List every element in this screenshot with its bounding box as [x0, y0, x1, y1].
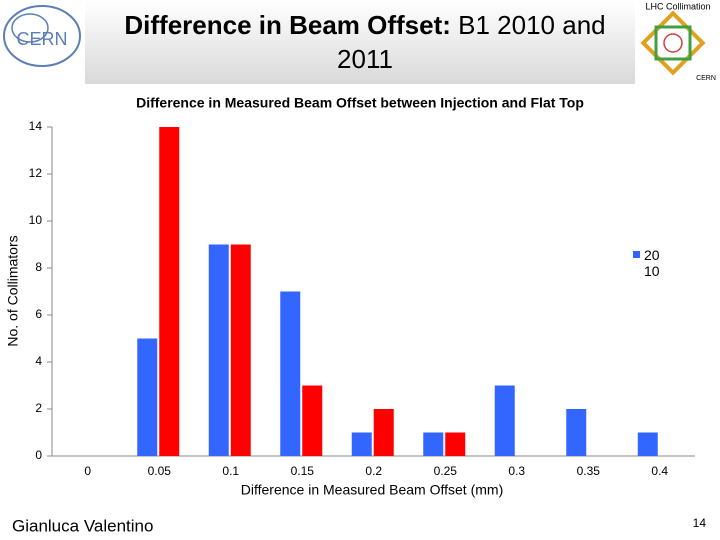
- bar: [494, 385, 515, 456]
- y-tick-label: 6: [35, 307, 42, 321]
- y-axis-label: No. of Collimators: [5, 235, 21, 346]
- title-bold: Difference in Beam Offset:: [124, 10, 451, 40]
- logo-right-text: LHC Collimation: [645, 1, 710, 11]
- x-tick-label: 0.4: [651, 464, 668, 478]
- x-tick-label: 0.35: [577, 464, 601, 478]
- legend-swatch: [633, 251, 640, 258]
- x-tick-label: 0.15: [291, 464, 315, 478]
- chart-title: Difference in Measured Beam Offset betwe…: [136, 95, 584, 111]
- bar: [637, 432, 658, 456]
- bar: [351, 432, 372, 456]
- header-band: [85, 0, 635, 84]
- x-tick-label: 0.1: [222, 464, 239, 478]
- x-tick-label: 0.25: [434, 464, 458, 478]
- y-tick-label: 14: [29, 119, 43, 133]
- x-axis-label: Difference in Measured Beam Offset (mm): [241, 482, 503, 498]
- y-tick-label: 12: [29, 166, 43, 180]
- y-tick-label: 2: [35, 401, 42, 415]
- lhc-logo: LHC Collimation CERN: [638, 0, 720, 84]
- y-tick-label: 8: [35, 260, 42, 274]
- bar: [137, 338, 158, 456]
- legend-label: 2010: [644, 247, 660, 279]
- x-tick-label: 0.05: [148, 464, 172, 478]
- x-tick-label: 0.2: [365, 464, 382, 478]
- bar: [208, 244, 229, 456]
- y-tick-label: 10: [29, 213, 43, 227]
- slide-title: Difference in Beam Offset: B1 2010 and 2…: [100, 8, 630, 76]
- y-tick-label: 0: [35, 448, 42, 462]
- bar: [159, 127, 180, 456]
- logo-right-sub: CERN: [696, 75, 716, 82]
- bar: [566, 409, 587, 456]
- title-rest: B1 2010 and 2011: [337, 10, 606, 74]
- bar: [445, 432, 466, 456]
- logo-left-text: CERN: [16, 29, 67, 49]
- footer-author: Gianluca Valentino: [12, 516, 153, 535]
- bar: [423, 432, 444, 456]
- bar: [280, 291, 301, 456]
- bar: [373, 409, 394, 456]
- bar: [302, 385, 323, 456]
- x-tick-label: 0: [84, 464, 91, 478]
- y-tick-label: 4: [35, 354, 42, 368]
- cern-logo: CERN: [3, 5, 81, 67]
- x-tick-label: 0.3: [508, 464, 525, 478]
- bar: [230, 244, 251, 456]
- page-number: 14: [693, 516, 707, 530]
